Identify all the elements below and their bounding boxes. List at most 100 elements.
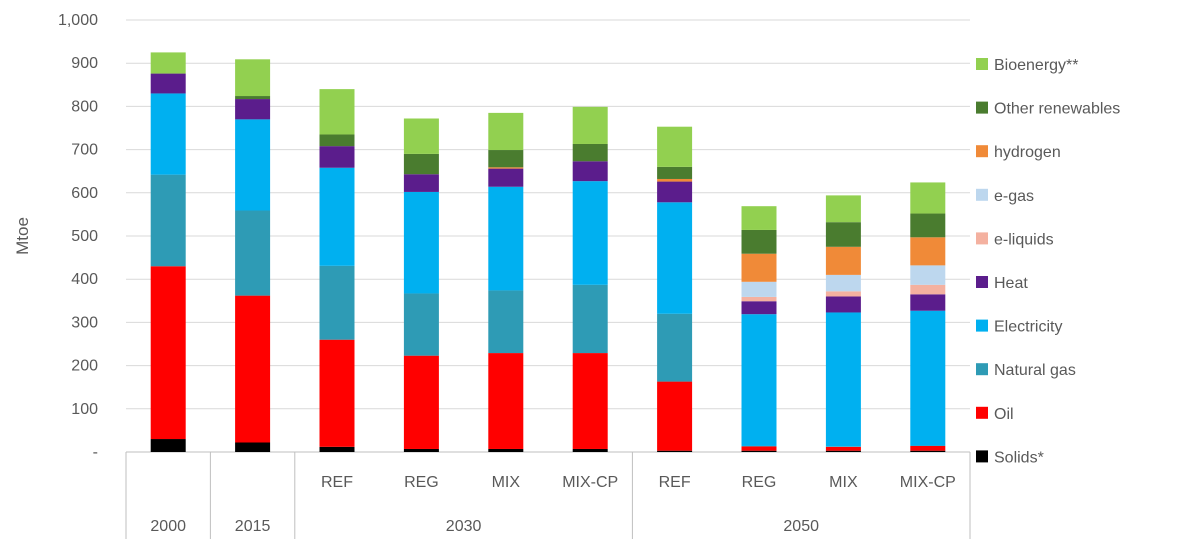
- bar-stack: [488, 112, 524, 452]
- legend-label: Solids*: [994, 449, 1044, 466]
- bar-segment: [910, 213, 946, 238]
- bar-segment: [150, 174, 186, 267]
- bar-stack: [657, 126, 693, 452]
- x-tick-label: REF: [659, 474, 691, 491]
- bar-segment: [825, 450, 861, 452]
- legend-swatch: [976, 406, 988, 419]
- x-tick-label: MIX-CP: [900, 474, 956, 491]
- legend-label: Bioenergy**: [994, 57, 1079, 74]
- bar-segment: [572, 284, 608, 354]
- legend-swatch: [976, 101, 988, 114]
- bar-segment: [403, 293, 439, 356]
- bar-segment: [572, 161, 608, 182]
- bar-segment: [572, 143, 608, 162]
- bar-segment: [910, 284, 946, 295]
- legend-swatch: [976, 145, 988, 158]
- y-axis-ticks: - 100 200 300 400 500 600 700 800 900 1,000: [58, 12, 98, 461]
- bar-segment: [488, 112, 524, 151]
- bar-segment: [741, 281, 777, 297]
- bar-segment: [488, 186, 524, 291]
- bar-segment: [825, 274, 861, 292]
- legend-item: Electricity: [976, 319, 1062, 336]
- legend-item: Bioenergy**: [976, 57, 1079, 74]
- bar-segment: [150, 439, 186, 452]
- legend: Bioenergy** Other renewables hydrogen e-gas…: [976, 57, 1120, 466]
- bar-segment: [235, 99, 271, 120]
- bar-segment: [572, 353, 608, 449]
- bar-segment: [825, 222, 861, 247]
- bar-segment: [235, 119, 271, 211]
- bar-segment: [910, 182, 946, 214]
- legend-label: Heat: [994, 275, 1028, 292]
- legend-label: Oil: [994, 406, 1014, 423]
- legend-item: hydrogen: [976, 144, 1061, 161]
- bar-segment: [235, 210, 271, 296]
- bar-segment: [910, 310, 946, 446]
- x-group-label: 2015: [235, 518, 271, 535]
- y-tick-label: 800: [71, 98, 98, 115]
- y-tick-label: 200: [71, 358, 98, 375]
- y-tick-label: 900: [71, 55, 98, 72]
- x-tick-label: REG: [742, 474, 777, 491]
- bar-stack: [741, 206, 777, 452]
- bar-segment: [741, 301, 777, 315]
- bar-segment: [825, 296, 861, 313]
- bar-segment: [910, 450, 946, 452]
- bar-segment: [825, 291, 861, 297]
- bar-segment: [403, 448, 439, 452]
- bar-segment: [657, 381, 693, 451]
- bar-segment: [150, 52, 186, 74]
- bar-segment: [319, 265, 355, 340]
- bar-segment: [488, 168, 524, 187]
- legend-label: Other renewables: [994, 101, 1120, 118]
- x-axis: 2000 2015 2030 REF REG MIX MIX-CP 2050 REF REG MIX…: [125, 452, 971, 539]
- legend-item: e-gas: [976, 188, 1034, 205]
- y-tick-label: 700: [71, 142, 98, 159]
- bar-segment: [488, 150, 524, 168]
- legend-item: Natural gas: [976, 362, 1076, 379]
- x-group-label: 2000: [150, 518, 186, 535]
- bar-segment: [910, 294, 946, 311]
- bar-segment: [657, 450, 693, 452]
- bar-segment: [235, 295, 271, 443]
- legend-swatch: [976, 276, 988, 288]
- y-tick-label: 400: [71, 271, 98, 288]
- bars: [150, 52, 946, 452]
- legend-item: Solids*: [976, 449, 1044, 466]
- legend-item: Oil: [976, 406, 1014, 423]
- y-tick-label: 1,000: [58, 12, 98, 29]
- bar-stack: [235, 59, 271, 452]
- bar-segment: [910, 445, 946, 451]
- bar-segment: [741, 229, 777, 254]
- bar-segment: [488, 290, 524, 354]
- bar-segment: [403, 355, 439, 449]
- bar-segment: [741, 446, 777, 451]
- legend-label: Natural gas: [994, 362, 1076, 379]
- legend-item: Heat: [976, 275, 1028, 292]
- legend-label: e-liquids: [994, 231, 1054, 248]
- bar-segment: [657, 202, 693, 314]
- bar-segment: [657, 181, 693, 203]
- y-tick-label: 300: [71, 314, 98, 331]
- bar-segment: [657, 166, 693, 179]
- x-tick-label: REF: [321, 474, 353, 491]
- bar-segment: [572, 448, 608, 452]
- bar-segment: [741, 206, 777, 230]
- bar-segment: [741, 450, 777, 452]
- bar-segment: [572, 106, 608, 144]
- legend-swatch: [976, 450, 988, 463]
- bar-segment: [572, 181, 608, 285]
- legend-label: Electricity: [994, 319, 1062, 336]
- bar-segment: [741, 296, 777, 302]
- bar-segment: [319, 167, 355, 266]
- bar-segment: [657, 126, 693, 167]
- x-tick-label: MIX-CP: [562, 474, 618, 491]
- bar-segment: [825, 446, 861, 451]
- bar-segment: [825, 195, 861, 223]
- y-axis-label: Mtoe: [13, 217, 32, 255]
- x-tick-label: MIX: [492, 474, 521, 491]
- bar-segment: [825, 246, 861, 275]
- legend-swatch: [976, 58, 988, 70]
- bar-segment: [488, 167, 524, 169]
- y-tick-label: 500: [71, 228, 98, 245]
